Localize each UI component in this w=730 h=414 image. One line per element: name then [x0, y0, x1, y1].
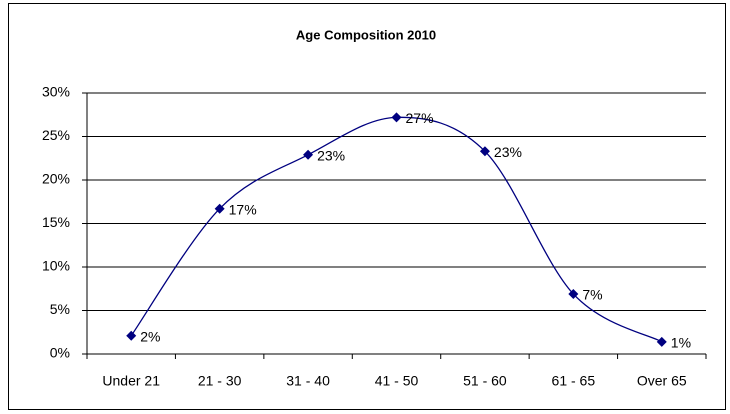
- data-label: 23%: [317, 147, 345, 163]
- y-tick-label: 25%: [42, 127, 70, 143]
- y-tick-label: 20%: [42, 171, 70, 187]
- y-tick-label: 10%: [42, 258, 70, 274]
- marker: [126, 330, 137, 341]
- marker: [479, 146, 490, 157]
- x-tick-label: 41 - 50: [375, 373, 419, 389]
- data-label: 27%: [406, 110, 434, 126]
- marker: [656, 336, 667, 347]
- data-label: 7%: [582, 287, 602, 303]
- x-tick-label: 61 - 65: [552, 373, 596, 389]
- data-label: 2%: [140, 328, 160, 344]
- data-label: 23%: [494, 144, 522, 160]
- data-label: 1%: [671, 335, 691, 351]
- marker: [391, 112, 402, 123]
- y-tick-label: 0%: [50, 345, 70, 361]
- y-tick-label: 5%: [50, 301, 70, 317]
- x-tick-label: Over 65: [637, 373, 687, 389]
- x-tick-label: Under 21: [102, 373, 160, 389]
- x-tick-label: 31 - 40: [286, 373, 330, 389]
- x-tick-label: 51 - 60: [463, 373, 507, 389]
- x-tick-label: 21 - 30: [198, 373, 242, 389]
- chart-border: [8, 3, 726, 410]
- marker: [214, 203, 225, 214]
- marker: [568, 288, 579, 299]
- y-tick-label: 15%: [42, 214, 70, 230]
- marker: [303, 149, 314, 160]
- chart-title: Age Composition 2010: [296, 27, 436, 42]
- data-label: 17%: [229, 201, 257, 217]
- y-tick-label: 30%: [42, 84, 70, 100]
